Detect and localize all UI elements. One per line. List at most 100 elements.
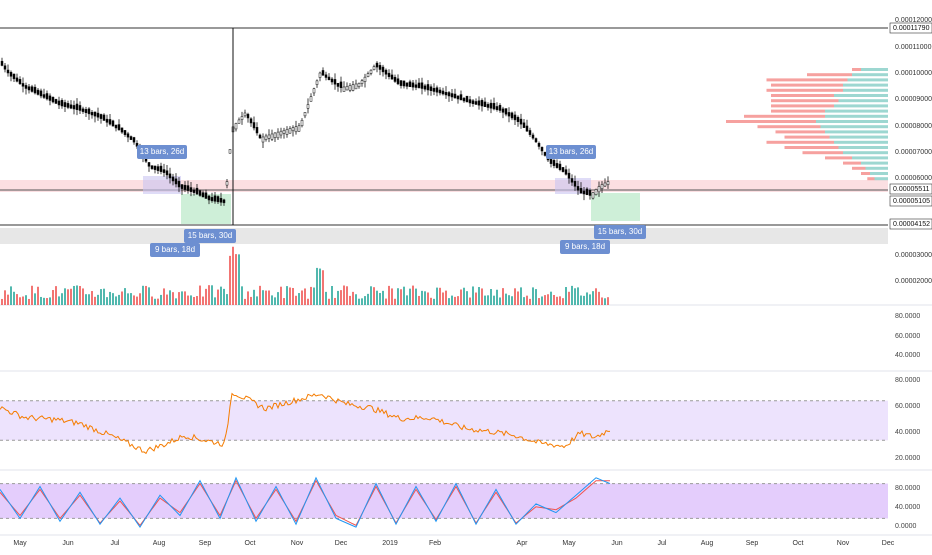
volume-bar	[427, 292, 429, 305]
candle	[309, 96, 313, 102]
volume-profile-sell	[771, 99, 839, 103]
volume-bar	[139, 293, 141, 305]
volume-bar	[271, 295, 273, 305]
volume-bar	[436, 287, 438, 305]
candle	[348, 85, 352, 91]
candle	[525, 125, 529, 132]
volume-bar	[355, 294, 357, 305]
candle	[54, 99, 58, 104]
candle	[93, 111, 97, 117]
candle	[33, 86, 37, 94]
volume-bar	[583, 295, 585, 305]
volume-profile-sell	[807, 73, 852, 77]
candle	[414, 84, 418, 88]
volume-bar	[151, 296, 153, 305]
candle	[504, 108, 508, 115]
candle	[282, 130, 286, 134]
volume-bar	[451, 295, 453, 305]
price-axis-label: 0.00006000	[895, 175, 932, 182]
candle	[234, 123, 238, 130]
candle	[354, 83, 358, 90]
candle	[483, 101, 487, 107]
candle	[471, 100, 475, 105]
volume-profile-buy	[870, 172, 888, 175]
price-badge: 0.00005511	[889, 183, 932, 195]
volume-bar	[118, 294, 120, 305]
volume-bar	[214, 297, 216, 305]
candle	[573, 180, 577, 187]
candle	[39, 90, 43, 97]
volume-bar	[400, 289, 402, 305]
candle	[3, 65, 7, 70]
candle	[66, 103, 70, 108]
volume-bar	[439, 287, 441, 305]
volume-bar	[262, 290, 264, 305]
volume-bar	[586, 292, 588, 305]
volume-bar	[217, 289, 219, 305]
volume-bar	[607, 297, 609, 305]
volume-bar	[181, 291, 183, 305]
candle	[123, 130, 127, 135]
volume-bar	[121, 291, 123, 305]
volume-bar	[253, 289, 255, 305]
measure-label: 9 bars, 18d	[565, 242, 605, 251]
candle	[579, 188, 583, 194]
volume-bar	[115, 296, 117, 305]
candle	[9, 72, 13, 77]
volume-bar	[529, 298, 531, 305]
measure-label-bg	[137, 145, 187, 159]
candle	[330, 78, 334, 83]
pane-axis-label: 60.0000	[895, 333, 920, 340]
candle	[459, 94, 463, 101]
volume-bar	[457, 296, 459, 305]
volume-bar	[343, 285, 345, 305]
candle	[453, 93, 457, 99]
candle	[240, 116, 244, 120]
candle	[156, 166, 160, 171]
volume-bar	[163, 288, 165, 305]
candle	[516, 116, 520, 122]
price-axis-label: 0.00007000	[895, 149, 932, 156]
volume-bar	[445, 290, 447, 305]
candle	[189, 187, 193, 192]
volume-bar	[4, 290, 6, 305]
rsi-axis-label: 40.0000	[895, 429, 920, 436]
volume-bar	[364, 296, 366, 305]
candle	[105, 118, 109, 123]
volume-profile-sell	[744, 114, 825, 118]
volume-bar	[157, 298, 159, 305]
candle	[90, 111, 94, 116]
volume-bar	[403, 286, 405, 305]
volume-bar	[142, 285, 144, 305]
time-axis-label: Jul	[658, 540, 667, 547]
time-axis-label: May	[13, 540, 27, 547]
volume-bar	[538, 298, 540, 305]
volume-bar	[208, 285, 210, 305]
volume-bar	[292, 287, 294, 305]
volume-bar	[589, 294, 591, 305]
candle	[366, 73, 370, 77]
candle	[324, 74, 328, 78]
volume-bar	[88, 294, 90, 305]
volume-bar	[523, 297, 525, 305]
volume-bar	[289, 287, 291, 305]
candle	[291, 127, 295, 132]
candle	[198, 190, 202, 196]
price-axis-label: 0.00009000	[895, 96, 932, 103]
volume-bar	[199, 285, 201, 305]
volume-bar	[394, 298, 396, 305]
volume-profile-sell	[775, 130, 825, 134]
measure-label-bg	[150, 243, 200, 257]
volume-bar	[334, 297, 336, 305]
volume-bar	[574, 288, 576, 305]
volume-bar	[154, 298, 156, 305]
candle	[111, 120, 115, 127]
candle	[285, 129, 289, 135]
candle	[375, 62, 379, 68]
candle	[81, 108, 85, 112]
price-axis-label: 0.00011000	[895, 44, 932, 51]
volume-bar	[106, 297, 108, 305]
volume-profile-buy	[820, 125, 888, 129]
